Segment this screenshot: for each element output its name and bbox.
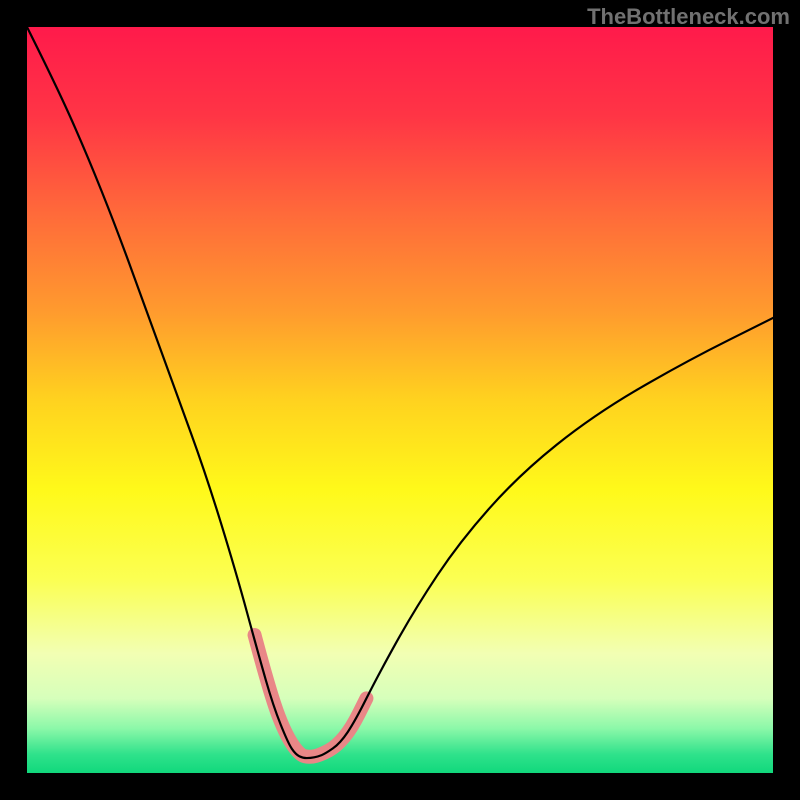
watermark-label: TheBottleneck.com — [587, 4, 790, 30]
chart-stage: TheBottleneck.com — [0, 0, 800, 800]
curve-layer — [27, 27, 773, 773]
bottleneck-curve — [27, 27, 773, 758]
plot-area — [27, 27, 773, 773]
